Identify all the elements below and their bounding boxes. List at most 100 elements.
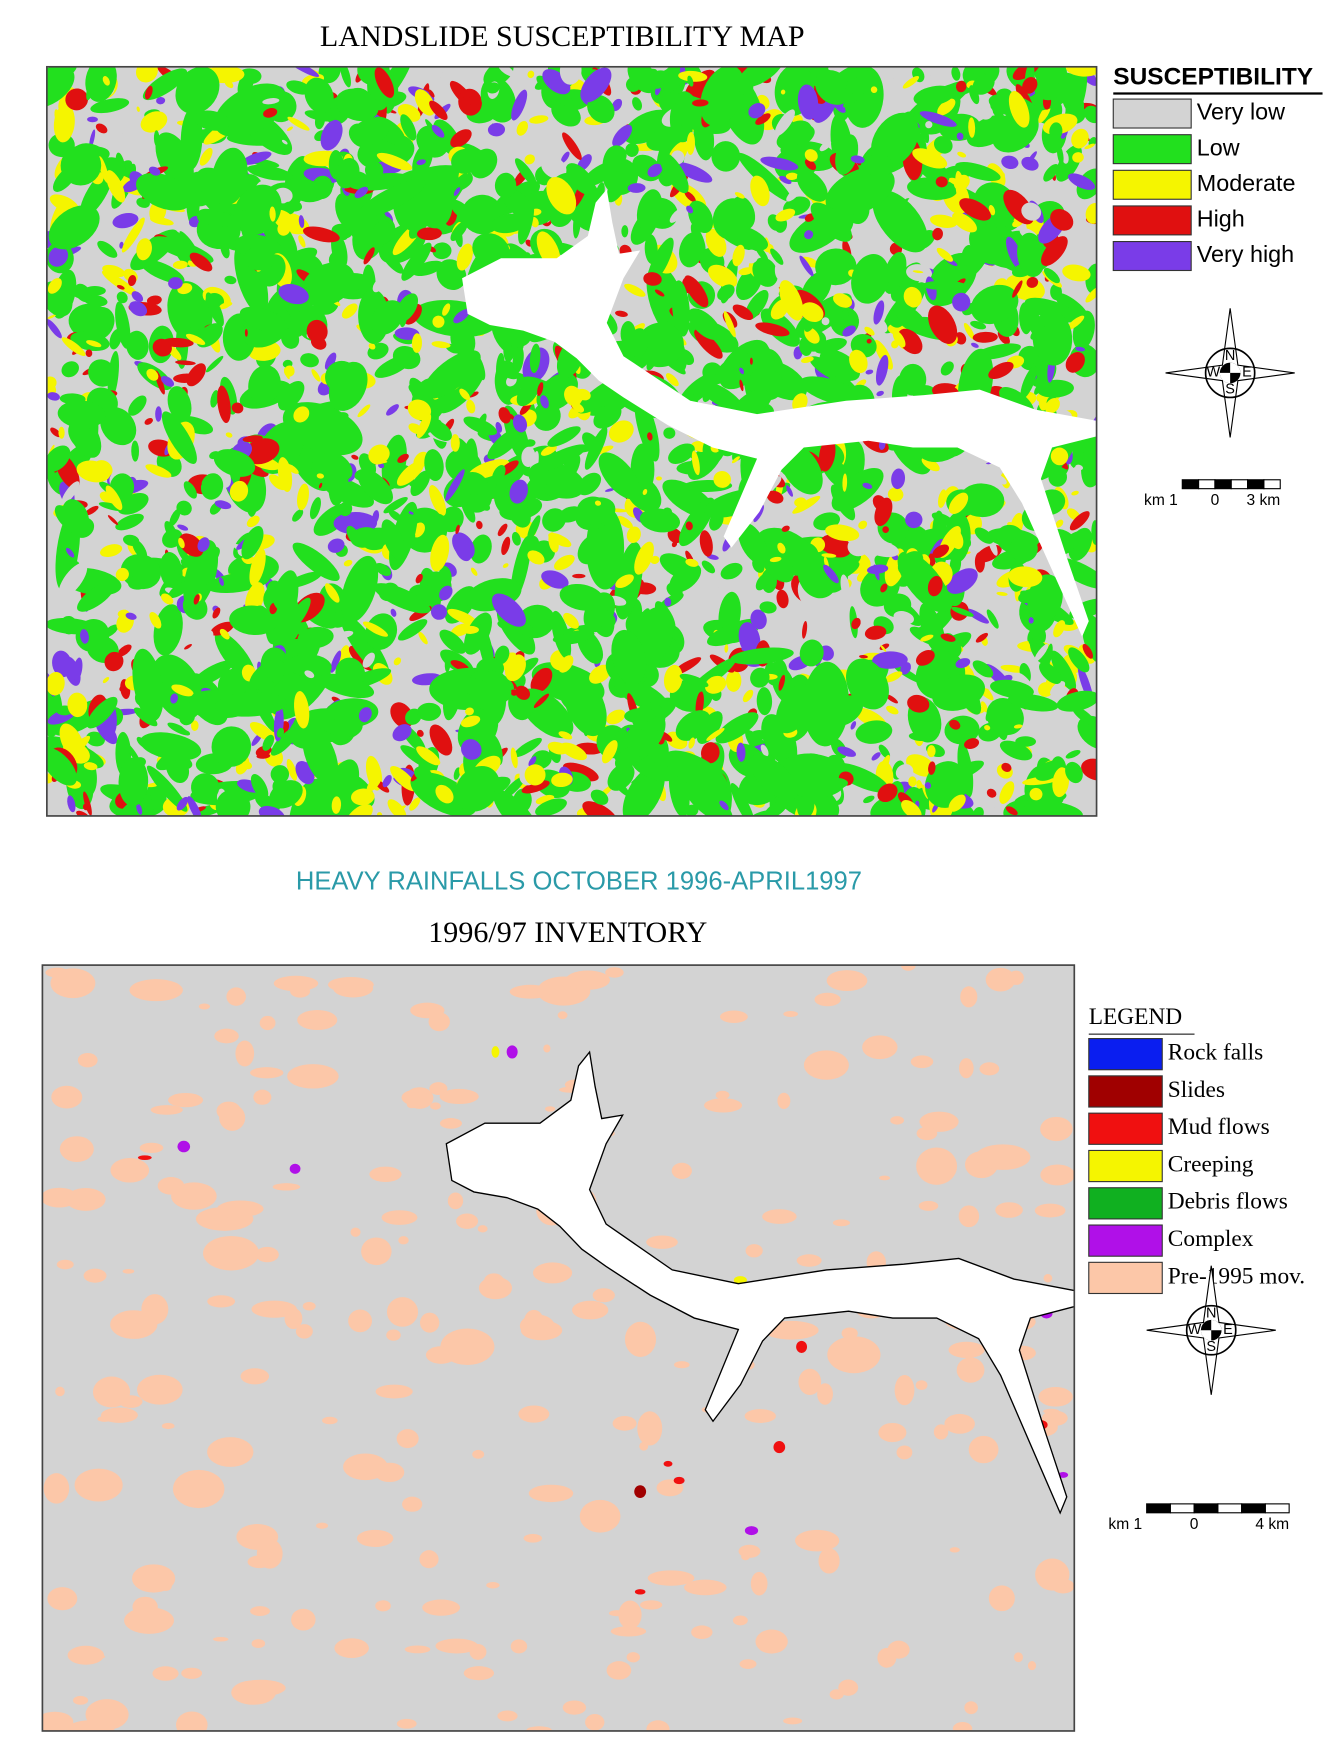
- terrain-patch: [115, 567, 129, 582]
- terrain-patch: [357, 404, 371, 418]
- terrain-patch: [381, 519, 406, 561]
- terrain-patch: [243, 246, 276, 271]
- terrain-patch: [540, 395, 549, 409]
- terrain-patch: [750, 175, 770, 207]
- terrain-patch: [271, 587, 287, 612]
- terrain-patch: [686, 132, 695, 155]
- terrain-patch: [301, 262, 355, 307]
- terrain-patch: [804, 230, 814, 240]
- terrain-patch: [796, 169, 828, 202]
- movement-patch: [918, 1200, 939, 1211]
- movement-patch: [213, 1637, 229, 1642]
- terrain-patch: [501, 536, 511, 556]
- terrain-patch: [841, 309, 849, 320]
- movement-patch: [1034, 1203, 1066, 1218]
- terrain-patch: [411, 333, 422, 353]
- terrain-patch: [587, 94, 615, 124]
- terrain-patch: [713, 470, 731, 488]
- terrain-patch: [189, 252, 213, 272]
- movement-patch: [1058, 1472, 1069, 1478]
- map-frame: [41, 964, 1076, 1732]
- movement-patch: [528, 1484, 574, 1503]
- terrain-patch: [168, 277, 183, 290]
- terrain-patch: [864, 540, 899, 558]
- terrain-patch: [288, 654, 332, 678]
- terrain-patch: [1065, 761, 1083, 784]
- movement-patch: [565, 970, 611, 990]
- terrain-patch: [465, 707, 474, 716]
- terrain-patch: [285, 571, 322, 589]
- terrain-patch: [589, 664, 611, 684]
- terrain-patch: [671, 280, 690, 337]
- terrain-patch: [328, 457, 349, 506]
- terrain-patch: [951, 606, 974, 617]
- terrain-patch: [1085, 286, 1097, 303]
- terrain-patch: [1041, 236, 1068, 266]
- movement-patch: [207, 1295, 236, 1308]
- terrain-patch: [738, 622, 761, 656]
- terrain-patch: [416, 159, 426, 166]
- terrain-patch: [865, 153, 893, 178]
- terrain-patch: [923, 74, 935, 87]
- terrain-patch: [1065, 749, 1081, 759]
- terrain-patch: [711, 141, 741, 172]
- movement-patch: [1027, 1661, 1037, 1671]
- legend-label: High: [1197, 206, 1245, 232]
- terrain-patch: [642, 489, 648, 496]
- movement-patch: [803, 1050, 849, 1080]
- movement-patch: [85, 1699, 129, 1730]
- terrain-patch: [383, 496, 408, 514]
- terrain-patch: [363, 247, 375, 265]
- movement-patch: [419, 1550, 439, 1569]
- terrain-patch: [418, 631, 428, 645]
- terrain-patch: [100, 407, 137, 446]
- terrain-patch: [558, 731, 573, 740]
- terrain-patch: [736, 742, 746, 762]
- terrain-patch: [422, 350, 481, 399]
- movement-patch: [817, 1383, 833, 1405]
- movement-patch: [572, 1707, 581, 1713]
- terrain-patch: [153, 130, 160, 147]
- terrain-patch: [46, 319, 62, 339]
- movement-patch: [83, 1268, 107, 1283]
- terrain-patch: [234, 242, 269, 315]
- terrain-patch: [524, 154, 536, 165]
- terrain-patch: [803, 661, 850, 747]
- terrain-patch: [1054, 292, 1089, 321]
- terrain-patch: [920, 634, 934, 642]
- terrain-patch: [243, 438, 280, 465]
- movement-patch: [375, 1384, 413, 1399]
- terrain-patch: [178, 537, 185, 549]
- terrain-patch: [132, 648, 164, 722]
- movement-patch: [960, 986, 978, 1008]
- terrain-patch: [522, 376, 566, 401]
- movement-patch: [253, 1089, 272, 1105]
- movement-patch: [401, 1089, 429, 1106]
- movement-patch: [172, 1469, 225, 1509]
- movement-patch: [979, 1062, 1000, 1076]
- movement-patch: [463, 1666, 495, 1681]
- terrain-patch: [346, 525, 361, 546]
- terrain-patch: [242, 761, 253, 770]
- terrain-patch: [1034, 78, 1062, 101]
- terrain-patch: [659, 553, 698, 581]
- terrain-patch: [46, 671, 65, 696]
- movement-patch: [674, 1361, 690, 1369]
- terrain-patch: [924, 253, 977, 307]
- terrain-patch: [611, 629, 647, 685]
- terrain-patch: [184, 643, 192, 650]
- terrain-patch: [297, 626, 334, 649]
- terrain-patch: [778, 674, 786, 691]
- terrain-patch: [1012, 280, 1023, 298]
- movement-patch: [396, 1718, 417, 1729]
- terrain-patch: [247, 164, 293, 181]
- scale-segment: [1263, 479, 1281, 490]
- terrain-patch: [594, 500, 602, 506]
- terrain-patch: [737, 66, 784, 88]
- terrain-patch: [509, 479, 528, 504]
- scale-segment: [1230, 479, 1249, 490]
- terrain-patch: [527, 515, 541, 541]
- terrain-patch: [453, 767, 461, 780]
- terrain-patch: [239, 306, 288, 334]
- terrain-patch: [304, 110, 335, 122]
